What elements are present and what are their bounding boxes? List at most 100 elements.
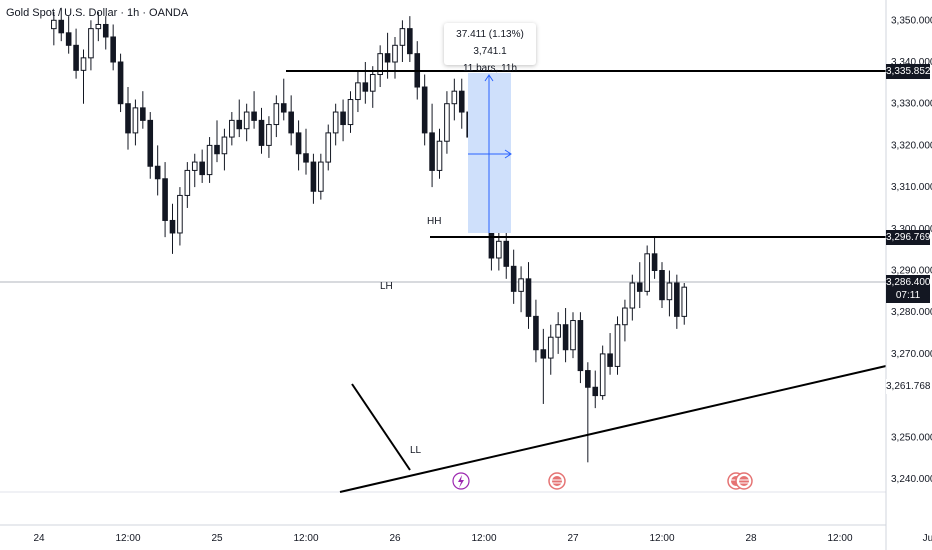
candle-body [377, 53, 383, 76]
candle [65, 16, 72, 54]
candle [184, 162, 191, 208]
candle-body [496, 240, 502, 259]
candle-body [510, 265, 517, 292]
event-marker-us-1[interactable] [548, 472, 566, 490]
candle [607, 333, 613, 375]
candle-body [607, 353, 613, 367]
candle [399, 20, 406, 62]
candle [95, 11, 102, 42]
candle-body [332, 111, 339, 134]
candle [451, 78, 458, 121]
candle-body [421, 86, 428, 134]
x-tick-label: 25 [211, 533, 223, 544]
candle [162, 162, 168, 238]
candle [458, 78, 465, 129]
price-tag-level-top[interactable]: 3,335.852 [886, 64, 931, 79]
annotation-lh: LH [380, 281, 393, 292]
price-tag-countdown: 07:11 [886, 288, 930, 303]
candle-body [229, 119, 235, 138]
measure-info-box: 37.411 (1.13%) 3,741.1 11 bars, 11h [444, 23, 536, 74]
candle-body [666, 282, 673, 301]
candle-body [318, 161, 324, 192]
x-tick-label: 24 [33, 533, 45, 544]
candle-body [88, 28, 94, 59]
y-axis[interactable]: 3,240.000 3,250.000 3,270.000 3,280.000 3,29… [891, 15, 932, 485]
x-axis[interactable]: 2412:002512:002612:002712:002812:00Jul12… [33, 533, 932, 544]
candle [347, 91, 354, 133]
price-tag-current[interactable]: 3,286.400 [886, 275, 931, 290]
candle-body [154, 165, 161, 180]
candle-body [95, 23, 102, 30]
candle [503, 224, 510, 279]
us-flag-icon [552, 476, 562, 486]
us-flag-icon [739, 476, 749, 486]
candle-body [444, 103, 450, 142]
candle-body [577, 320, 584, 372]
candle [51, 11, 57, 46]
candle-body [102, 23, 109, 38]
trendline-lower[interactable] [339, 365, 887, 493]
event-marker-lightning[interactable] [452, 472, 470, 490]
candle [636, 262, 643, 309]
candle [644, 245, 650, 296]
candle [496, 228, 502, 271]
measure-line-2: 11 bars, 11h [462, 63, 518, 74]
y-tick-label: 3,270.000 [891, 349, 932, 360]
measure-tool[interactable] [468, 73, 512, 233]
symbol-title[interactable]: Gold Spot / U.S. Dollar · 1h · OANDA [6, 7, 189, 19]
candle-body [221, 136, 228, 155]
candle [562, 308, 569, 363]
candle-body [429, 132, 435, 171]
price-tag-level-hh[interactable]: 3,296.769 [886, 230, 931, 245]
candle-body [80, 57, 87, 71]
candle-body [191, 161, 198, 171]
candle-body [347, 99, 354, 126]
candle [570, 312, 576, 359]
y-tick-label: 3,350.000 [891, 15, 932, 26]
candle-body [125, 103, 131, 134]
candle-body [58, 19, 65, 34]
candle-body [280, 103, 287, 113]
annotation-ll: LL [410, 445, 422, 456]
candle [236, 99, 243, 138]
candle-body [110, 36, 116, 63]
candle-body [325, 132, 332, 163]
candle [510, 249, 517, 304]
candle [533, 299, 539, 363]
measure-arrow-up-icon [484, 74, 494, 82]
candle-body [629, 282, 636, 309]
price-tag-trend-level[interactable]: 3,261.768 [886, 379, 931, 394]
candle-body [295, 132, 302, 155]
candle [318, 153, 324, 200]
x-tick-label: 26 [389, 533, 401, 544]
candle [273, 95, 280, 138]
candle [310, 153, 317, 204]
candle-body [140, 107, 146, 121]
candle [585, 362, 591, 463]
candle-body [162, 178, 168, 221]
candle-body [184, 169, 191, 196]
candle [681, 283, 688, 325]
trendline-leg[interactable] [351, 383, 411, 471]
candle-body [362, 82, 369, 92]
candle [110, 24, 116, 71]
candle-body [547, 336, 554, 359]
event-marker-us-3[interactable] [735, 472, 753, 490]
candle [525, 262, 532, 329]
candle-body [555, 324, 561, 338]
candle [303, 128, 309, 175]
candle-body [340, 111, 346, 126]
candle [577, 312, 584, 384]
y-tick-label: 3,320.000 [891, 140, 932, 151]
candle-body [592, 386, 599, 397]
candle [362, 62, 369, 104]
measure-line-1: 37.411 (1.13%) 3,741.1 [456, 29, 524, 57]
candle-body [525, 278, 532, 317]
candle [325, 124, 332, 171]
y-tick-label: 3,310.000 [891, 182, 932, 193]
candle [540, 328, 547, 404]
y-tick-label: 3,340.000 [891, 57, 932, 68]
measure-arrow-right-icon [504, 149, 512, 159]
